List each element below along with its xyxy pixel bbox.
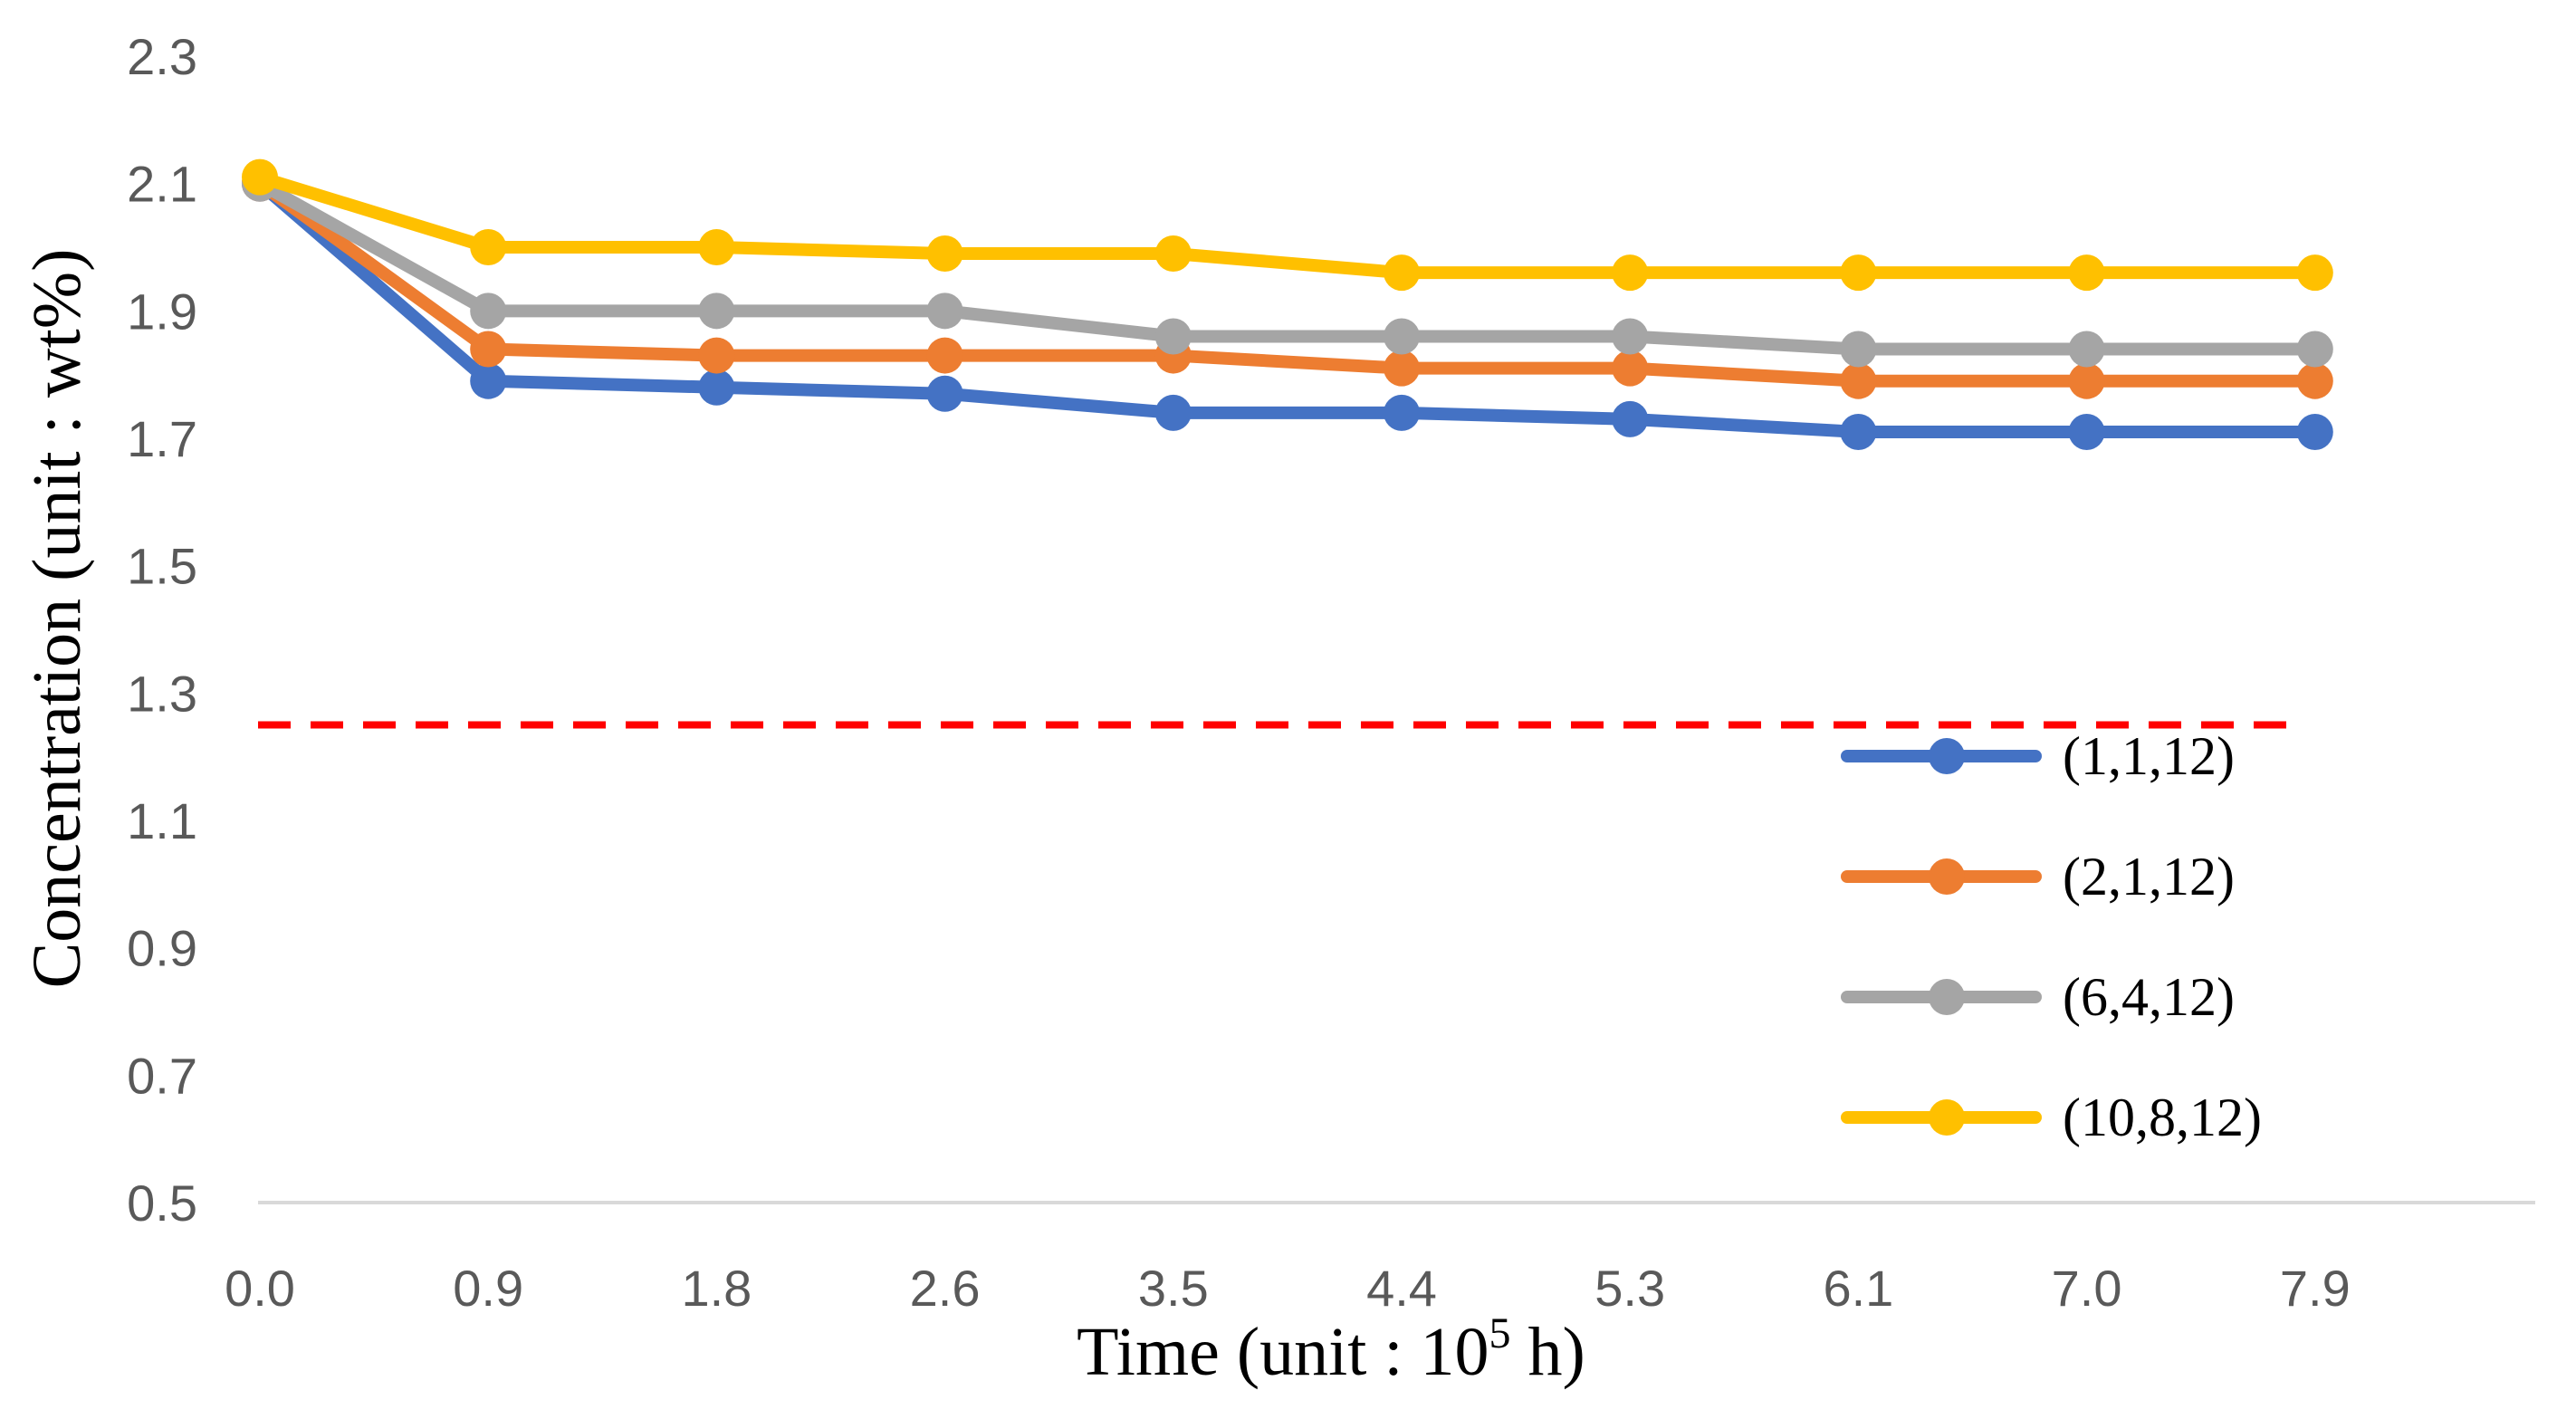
series-4 [242, 158, 2333, 292]
data-point [698, 337, 735, 374]
legend-marker [1929, 738, 1965, 774]
data-point [1840, 362, 1877, 399]
series-line [254, 177, 2322, 438]
legend-marker [1929, 858, 1965, 895]
x-tick-label: 7.0 [2052, 1260, 2122, 1317]
data-point [926, 235, 963, 273]
x-tick-label: 6.1 [1823, 1260, 1893, 1317]
legend-item: (2,1,12) [1841, 847, 2235, 906]
data-point [1154, 235, 1192, 273]
y-tick-label: 2.1 [127, 156, 197, 213]
x-tick-label: 0.9 [453, 1260, 523, 1317]
data-point [1840, 413, 1877, 450]
legend-item: (1,1,12) [1841, 726, 2235, 786]
y-tick-label: 0.9 [127, 920, 197, 977]
y-tick-label: 1.1 [127, 792, 197, 849]
y-axis-ticks: 0.5 0.7 0.9 1.1 1.3 1.5 1.7 1.9 2.1 2.3 [127, 28, 197, 1232]
y-tick-label: 0.5 [127, 1175, 197, 1232]
data-point [698, 369, 735, 406]
data-point [1384, 318, 1420, 355]
data-point [1612, 350, 1649, 387]
data-point [698, 292, 735, 330]
legend-label: (1,1,12) [2063, 726, 2235, 786]
x-axis-title-end: h) [1511, 1314, 1585, 1390]
series-2 [242, 165, 2333, 399]
data-point [926, 337, 963, 374]
data-point [1612, 400, 1649, 437]
x-tick-label: 3.5 [1138, 1260, 1209, 1317]
data-point [470, 362, 507, 399]
x-tick-label: 4.4 [1366, 1260, 1437, 1317]
x-axis-title: Time (unit : 105 h) [1077, 1309, 1585, 1390]
y-tick-label: 0.7 [127, 1047, 197, 1104]
data-point [2296, 331, 2333, 368]
data-point [2296, 362, 2333, 399]
x-tick-label: 7.9 [2280, 1260, 2351, 1317]
legend-marker [1929, 979, 1965, 1015]
series-1 [242, 165, 2333, 450]
data-point [1384, 254, 1420, 292]
x-axis-title-superscript: 5 [1489, 1309, 1511, 1357]
data-point [1384, 394, 1420, 431]
x-tick-label: 0.0 [225, 1260, 295, 1317]
data-point [470, 331, 507, 368]
x-tick-label: 2.6 [910, 1260, 981, 1317]
series-3 [242, 165, 2333, 368]
data-point [1840, 331, 1877, 368]
legend-item: (6,4,12) [1841, 967, 2235, 1027]
data-point [2296, 413, 2333, 450]
data-point [698, 229, 735, 265]
y-axis-title: Concentration (unit : wt%) [19, 249, 95, 989]
x-axis-ticks: 0.0 0.9 1.8 2.6 3.5 4.4 5.3 6.1 7.0 7.9 [225, 1260, 2351, 1317]
legend-label: (10,8,12) [2063, 1088, 2262, 1147]
data-point [470, 229, 507, 265]
data-point [1154, 394, 1192, 431]
legend-label: (6,4,12) [2063, 967, 2235, 1027]
data-point [1840, 254, 1877, 292]
data-point [2068, 413, 2105, 450]
series-layer [242, 158, 2333, 450]
data-point [470, 292, 507, 330]
legend-marker [1929, 1099, 1965, 1136]
legend-item: (10,8,12) [1841, 1088, 2262, 1147]
y-tick-label: 1.9 [127, 283, 197, 340]
data-point [926, 292, 963, 330]
data-point [1612, 318, 1649, 355]
data-point [2068, 254, 2105, 292]
data-point [2068, 331, 2105, 368]
data-point [926, 375, 963, 412]
y-tick-label: 2.3 [127, 28, 197, 85]
y-tick-label: 1.7 [127, 410, 197, 467]
data-point [2068, 362, 2105, 399]
series-line [254, 177, 2322, 388]
data-point [242, 158, 278, 196]
data-point [1384, 350, 1420, 387]
series-line [254, 177, 2322, 356]
data-point [1154, 318, 1192, 355]
y-tick-label: 1.3 [127, 665, 197, 722]
series-line [254, 170, 2322, 280]
legend: (1,1,12) (2,1,12) (6,4,12) (10,8,12) [1841, 726, 2262, 1147]
x-axis-title-main: Time (unit : 10 [1077, 1314, 1489, 1390]
legend-label: (2,1,12) [2063, 847, 2235, 906]
y-tick-label: 1.5 [127, 538, 197, 595]
x-tick-label: 5.3 [1594, 1260, 1665, 1317]
x-tick-label: 1.8 [681, 1260, 752, 1317]
data-point [1612, 254, 1649, 292]
data-point [2296, 254, 2333, 292]
